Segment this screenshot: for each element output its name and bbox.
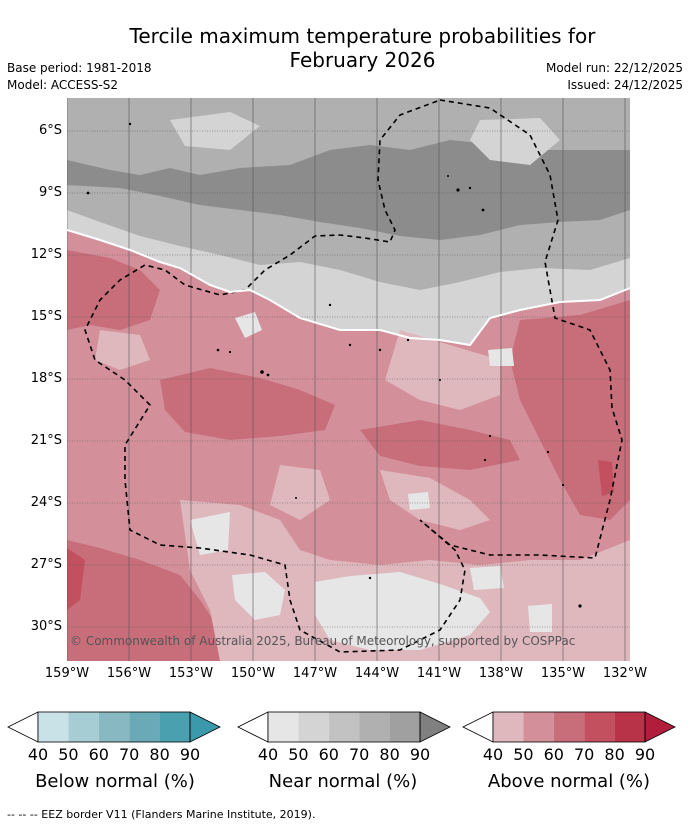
lat-label: 9°S xyxy=(38,185,62,200)
legend-above-caption: Above normal (%) xyxy=(487,771,651,792)
lat-label: 15°S xyxy=(30,309,62,324)
field-near-40-s5 xyxy=(470,566,504,590)
field-above-60-c2 xyxy=(360,420,520,470)
lat-label: 21°S xyxy=(30,433,62,448)
field-above-40-w xyxy=(95,330,150,370)
legend-tick: 70 xyxy=(349,745,370,764)
lon-label: 135°W xyxy=(540,666,586,681)
lon-label: 132°W xyxy=(602,666,648,681)
lon-label: 147°W xyxy=(292,666,338,681)
legend-tick: 70 xyxy=(574,745,595,764)
lon-label: 150°W xyxy=(230,666,276,681)
lon-label: 156°W xyxy=(106,666,152,681)
copyright-notice: © Commonwealth of Australia 2025, Bureau… xyxy=(70,634,576,648)
field-near-40-s3 xyxy=(190,512,230,555)
legend-tick: 80 xyxy=(379,745,400,764)
meta-right: Model run: 22/12/2025 Issued: 24/12/2025 xyxy=(546,60,683,94)
map-meridians xyxy=(67,98,626,661)
legend-below-caption: Below normal (%) xyxy=(35,771,195,792)
field-above-70-sw xyxy=(67,548,85,610)
field-near-40-s2 xyxy=(315,572,490,650)
model-name: Model: ACCESS-S2 xyxy=(7,78,119,92)
lat-label: 6°S xyxy=(38,123,62,138)
field-above-40-c xyxy=(385,330,500,410)
eez-border xyxy=(84,99,623,653)
field-near-40-s6 xyxy=(528,604,552,632)
field-above-60-c xyxy=(160,368,335,440)
legend-tick: 60 xyxy=(88,745,109,764)
contour-white xyxy=(67,229,630,347)
legend-tick: 90 xyxy=(179,745,201,764)
legend-tick: 50 xyxy=(288,745,309,764)
field-near-40-patch xyxy=(235,312,262,338)
legend-tick: 40 xyxy=(27,745,49,764)
issued-date: Issued: 24/12/2025 xyxy=(567,78,683,92)
legend-tick: 60 xyxy=(318,745,339,764)
lat-label: 24°S xyxy=(30,495,62,510)
legend-tick: 90 xyxy=(634,745,656,764)
legend-tick: 80 xyxy=(149,745,170,764)
field-above-60-sw xyxy=(67,540,220,661)
lat-label: 18°S xyxy=(30,371,62,386)
model-run: Model run: 22/12/2025 xyxy=(545,61,683,75)
map-fields xyxy=(67,98,630,661)
legend-tick: 40 xyxy=(257,745,279,764)
map-title: Tercile maximum temperature probabilitie… xyxy=(95,24,630,72)
title-line-1: Tercile maximum temperature probabilitie… xyxy=(129,24,596,48)
eez-footnote: -- -- -- EEZ border V11 (Flanders Marine… xyxy=(7,808,316,821)
legend-tick: 90 xyxy=(409,745,431,764)
field-near-50-patch-2 xyxy=(470,118,560,165)
lat-label: 30°S xyxy=(30,619,62,634)
lon-label: 141°W xyxy=(416,666,462,681)
field-above-40-c3 xyxy=(380,470,490,530)
lon-label: 138°W xyxy=(478,666,524,681)
legend-near-caption: Near normal (%) xyxy=(268,771,418,792)
legend-tick: 40 xyxy=(482,745,504,764)
lon-label: 144°W xyxy=(354,666,400,681)
title-line-2: February 2026 xyxy=(289,48,436,72)
legend-tick: 80 xyxy=(604,745,625,764)
legend-tick: 70 xyxy=(119,745,140,764)
legend-tick: 50 xyxy=(58,745,79,764)
base-period: Base period: 1981-2018 xyxy=(7,61,152,75)
field-above-70-e xyxy=(598,460,614,496)
islands xyxy=(86,122,582,608)
lat-label: 12°S xyxy=(30,247,62,262)
lon-label: 153°W xyxy=(168,666,214,681)
lon-label: 159°W xyxy=(44,666,90,681)
field-near-40-s4 xyxy=(408,492,430,510)
meta-left: Base period: 1981-2018 Model: ACCESS-S2 xyxy=(7,60,152,94)
lat-label: 27°S xyxy=(30,557,62,572)
legend-tick: 50 xyxy=(513,745,534,764)
legend-tick: 60 xyxy=(543,745,564,764)
field-near-70 xyxy=(67,140,630,240)
field-near-40-s1 xyxy=(232,572,285,620)
